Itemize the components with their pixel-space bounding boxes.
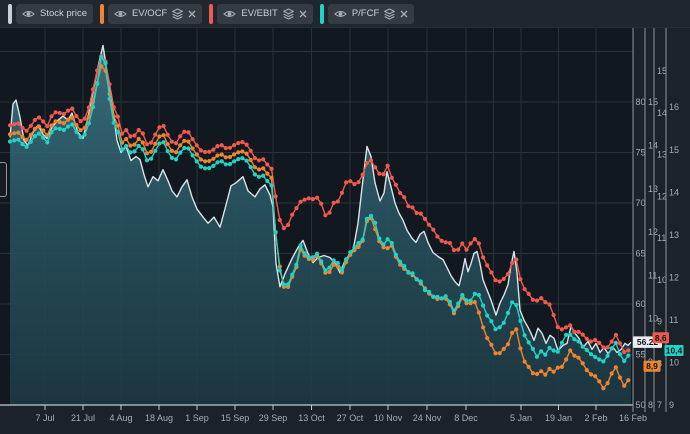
- x-tick-label: 10 Nov: [374, 413, 403, 423]
- last-value-label-ebit: 8,6: [652, 332, 669, 344]
- x-tick-label: 2 Feb: [584, 413, 607, 423]
- x-tick-label: 18 Aug: [145, 413, 173, 423]
- svg-text:8,6: 8,6: [655, 333, 667, 343]
- x-tick-label: 16 Feb: [619, 413, 647, 423]
- svg-text:10,4: 10,4: [666, 346, 683, 356]
- y-tick-label: 50: [636, 400, 646, 410]
- layers-icon[interactable]: [384, 7, 396, 20]
- y-tick-label: 14: [657, 108, 667, 118]
- y-tick-label: 10: [657, 275, 667, 285]
- series-color-bar: [319, 3, 324, 24]
- x-tick-label: 15 Sep: [221, 413, 250, 423]
- series-chip-stock-price[interactable]: Stock price: [16, 3, 93, 24]
- x-tick-label: 13 Oct: [298, 413, 325, 423]
- series-chip-group-stock-price: Stock price: [8, 3, 93, 24]
- y-axis-pfcf[interactable]: 16 15 14 13 12 11 10 9: [665, 28, 679, 412]
- layers-icon[interactable]: [172, 7, 184, 20]
- series-chip-group-ev-ebit: EV/EBIT: [209, 3, 313, 24]
- y-tick-label: 11: [648, 270, 657, 280]
- x-tick-label: 7 Jul: [35, 413, 54, 423]
- series-chip-label: EV/OCF: [132, 8, 168, 19]
- x-tick-label: 21 Jul: [71, 413, 95, 423]
- eye-icon[interactable]: [114, 9, 127, 19]
- close-icon[interactable]: [188, 10, 196, 18]
- stock-price-area: [10, 45, 631, 406]
- y-tick-label: 9: [669, 400, 674, 410]
- y-tick-label: 15: [669, 145, 679, 155]
- y-tick-label: 14: [669, 187, 679, 197]
- eye-icon[interactable]: [333, 9, 347, 19]
- y-tick-label: 8: [648, 400, 653, 410]
- y-tick-label: 11: [657, 233, 666, 243]
- y-axis-stock[interactable]: 80 75 70 65 60 55 50: [632, 28, 646, 412]
- x-tick-label: 1 Sep: [185, 413, 209, 423]
- y-tick-label: 9: [657, 317, 662, 327]
- x-tick-label: 29 Sep: [259, 413, 288, 423]
- series-chip-label: Stock price: [40, 8, 87, 19]
- series-chip-ev-ebit[interactable]: EV/EBIT: [217, 3, 313, 24]
- y-tick-label: 55: [636, 350, 646, 360]
- series-color-bar: [209, 3, 214, 24]
- x-tick-label: 19 Jan: [545, 413, 572, 423]
- x-tick-label: 5 Jan: [510, 413, 532, 423]
- y-axis-ebit[interactable]: 151413121110987: [653, 28, 667, 412]
- last-value-label-ocf: 8,9: [643, 360, 661, 372]
- x-tick-label: 4 Aug: [109, 413, 132, 423]
- close-icon[interactable]: [400, 10, 408, 18]
- y-tick-label: 14: [648, 140, 658, 150]
- series-toolbar: Stock price EV/OCF EV/EBIT P/FCF: [0, 0, 690, 28]
- y-tick-label: 70: [636, 198, 646, 208]
- series-p-fcf: [7, 55, 631, 364]
- x-tick-label: 27 Oct: [337, 413, 364, 423]
- x-tick-label: 24 Nov: [413, 413, 442, 423]
- svg-text:8,9: 8,9: [646, 361, 658, 371]
- series-color-bar: [8, 3, 12, 24]
- y-tick-label: 75: [636, 148, 646, 158]
- series-chip-ev-ocf[interactable]: EV/OCF: [108, 3, 203, 24]
- y-tick-label: 15: [657, 66, 667, 76]
- stock-price-line: [9, 44, 632, 355]
- y-tick-label: 10: [669, 358, 679, 368]
- series-chip-label: EV/EBIT: [241, 8, 278, 19]
- left-panel-handle[interactable]: [0, 162, 7, 197]
- series-ev-ocf: [7, 64, 631, 391]
- series-chip-label: P/FCF: [351, 8, 380, 19]
- y-tick-label: 13: [657, 150, 667, 160]
- y-tick-label: 15: [648, 97, 658, 107]
- y-tick-label: 7: [657, 400, 662, 410]
- y-tick-label: 60: [636, 299, 646, 309]
- y-tick-label: 10: [648, 314, 658, 324]
- eye-icon[interactable]: [223, 9, 237, 19]
- last-value-label-pfcf: 10,4: [664, 345, 684, 356]
- y-tick-label: 12: [648, 227, 658, 237]
- y-tick-label: 65: [636, 249, 646, 259]
- x-tick-label: 8 Dec: [454, 413, 478, 423]
- y-tick-label: 12: [669, 272, 679, 282]
- series-chip-p-fcf[interactable]: P/FCF: [327, 3, 415, 24]
- series-ev-ebit: [7, 54, 631, 355]
- y-tick-label: 13: [648, 184, 658, 194]
- y-tick-label: 11: [669, 315, 678, 325]
- series-color-bar: [100, 3, 104, 24]
- close-icon[interactable]: [299, 10, 307, 18]
- x-axis[interactable]: 7 Jul 21 Jul 4 Aug 18 Aug 1 Sep 15 Sep 29 Sep 1…: [0, 404, 647, 423]
- y-tick-label: 16: [669, 102, 679, 112]
- layers-icon[interactable]: [282, 7, 294, 20]
- series-chip-group-ev-ocf: EV/OCF: [100, 3, 203, 24]
- series-chip-group-p-fcf: P/FCF: [319, 3, 415, 24]
- svg-text:56.22: 56.22: [637, 337, 659, 347]
- y-tick-label: 80: [636, 97, 646, 107]
- y-tick-label: 12: [657, 191, 667, 201]
- y-tick-label: 13: [669, 230, 679, 240]
- eye-icon[interactable]: [22, 9, 35, 19]
